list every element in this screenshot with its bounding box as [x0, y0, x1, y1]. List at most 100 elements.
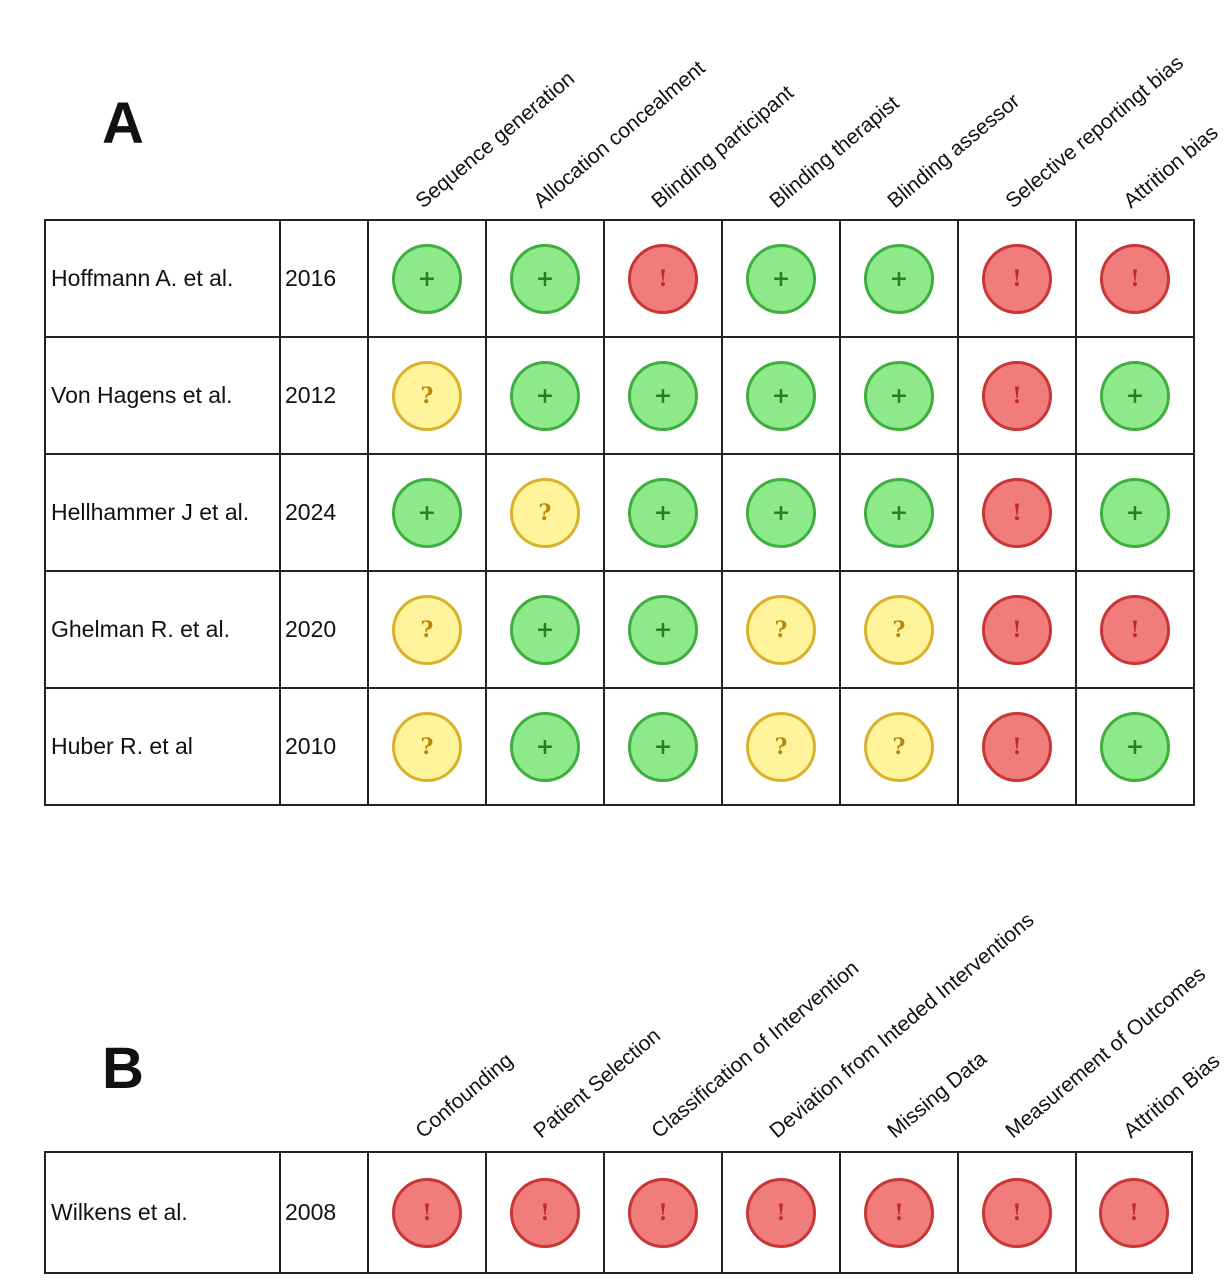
rating-cell: +	[1075, 453, 1195, 572]
column-header: Confounding	[411, 1048, 518, 1143]
study-name: Wilkens et al.	[44, 1151, 281, 1274]
rating-cell: ?	[839, 687, 959, 806]
rating-high-icon: !	[982, 594, 1052, 665]
study-name: Huber R. et al	[44, 687, 281, 806]
rating-high-icon: !	[864, 1177, 934, 1248]
rating-cell: +	[603, 453, 723, 572]
column-header: Measurement of Outcomes	[1001, 962, 1211, 1143]
study-year: 2010	[279, 687, 369, 806]
rating-low-icon: +	[510, 243, 580, 314]
rating-high-icon: !	[1100, 243, 1170, 314]
rating-unclear-icon: ?	[864, 711, 934, 782]
rating-low-icon: +	[1100, 360, 1170, 431]
rating-low-icon: +	[1100, 477, 1170, 548]
study-name: Von Hagens et al.	[44, 336, 281, 455]
panel-b-label: B	[102, 1036, 144, 1101]
rating-cell: !	[1075, 1151, 1193, 1274]
rating-cell: +	[485, 219, 605, 338]
rating-cell: +	[1075, 687, 1195, 806]
rating-cell: +	[603, 687, 723, 806]
rating-cell: +	[367, 453, 487, 572]
rating-cell: !	[721, 1151, 841, 1274]
rating-cell: !	[957, 336, 1077, 455]
column-header: Missing Data	[883, 1047, 992, 1143]
rating-high-icon: !	[982, 711, 1052, 782]
rating-cell: !	[603, 1151, 723, 1274]
rating-cell: !	[485, 1151, 605, 1274]
rating-cell: ?	[839, 570, 959, 689]
column-header: Attrition Bias	[1119, 1049, 1225, 1143]
study-row: Hoffmann A. et al. 2016 + +! + +!!	[44, 219, 1195, 338]
rating-cell: !	[957, 1151, 1077, 1274]
rating-cell: +	[485, 570, 605, 689]
rating-cell: +	[839, 453, 959, 572]
study-row: Von Hagens et al. 2012? + + + +! +	[44, 336, 1195, 455]
rating-low-icon: +	[628, 711, 698, 782]
rating-cell: !	[957, 453, 1077, 572]
rating-high-icon: !	[628, 243, 698, 314]
rating-low-icon: +	[864, 243, 934, 314]
study-row: Wilkens et al. 2008!!!!!!!	[44, 1151, 1193, 1274]
rating-cell: +	[721, 336, 841, 455]
study-name: Hoffmann A. et al.	[44, 219, 281, 338]
rating-cell: !	[957, 570, 1077, 689]
rating-cell: +	[721, 219, 841, 338]
rating-low-icon: +	[864, 477, 934, 548]
rating-cell: +	[603, 570, 723, 689]
rating-high-icon: !	[982, 360, 1052, 431]
column-header: Classification of Intervention	[647, 956, 864, 1143]
rating-high-icon: !	[1100, 594, 1170, 665]
study-row: Hellhammer J et al. 2024 +? + + +! +	[44, 453, 1195, 572]
study-year: 2008	[279, 1151, 369, 1274]
rating-low-icon: +	[510, 360, 580, 431]
rating-low-icon: +	[628, 360, 698, 431]
rating-cell: +	[1075, 336, 1195, 455]
rating-unclear-icon: ?	[864, 594, 934, 665]
panel-a-label: A	[102, 91, 144, 156]
rating-cell: +	[485, 336, 605, 455]
rating-high-icon: !	[1099, 1177, 1169, 1248]
rating-low-icon: +	[864, 360, 934, 431]
rating-high-icon: !	[746, 1177, 816, 1248]
column-header: Patient Selection	[529, 1023, 665, 1143]
rating-low-icon: +	[392, 243, 462, 314]
rating-low-icon: +	[628, 477, 698, 548]
rating-low-icon: +	[510, 594, 580, 665]
study-year: 2012	[279, 336, 369, 455]
rating-cell: !	[839, 1151, 959, 1274]
rating-low-icon: +	[628, 594, 698, 665]
rating-low-icon: +	[1100, 711, 1170, 782]
study-name: Hellhammer J et al.	[44, 453, 281, 572]
rating-cell: ?	[367, 687, 487, 806]
rating-cell: !	[957, 219, 1077, 338]
rating-unclear-icon: ?	[746, 594, 816, 665]
study-row: Ghelman R. et al. 2020? + +??!!	[44, 570, 1195, 689]
rating-cell: +	[367, 219, 487, 338]
study-year: 2020	[279, 570, 369, 689]
rating-high-icon: !	[982, 477, 1052, 548]
rating-cell: !	[603, 219, 723, 338]
column-header: Attrition bias	[1119, 120, 1223, 213]
rating-high-icon: !	[628, 1177, 698, 1248]
rating-unclear-icon: ?	[392, 360, 462, 431]
column-header: Deviation from Inteded Interventions	[765, 908, 1039, 1143]
rating-unclear-icon: ?	[746, 711, 816, 782]
rating-cell: !	[1075, 570, 1195, 689]
column-header: Blinding therapist	[765, 91, 904, 213]
rating-high-icon: !	[392, 1177, 462, 1248]
rating-high-icon: !	[510, 1177, 580, 1248]
rating-cell: ?	[721, 687, 841, 806]
rating-cell: ?	[367, 570, 487, 689]
rating-low-icon: +	[392, 477, 462, 548]
panel-b-risk-table: Wilkens et al. 2008!!!!!!!	[44, 1151, 1193, 1274]
rating-low-icon: +	[510, 711, 580, 782]
rating-unclear-icon: ?	[392, 711, 462, 782]
rating-cell: +	[485, 687, 605, 806]
rating-cell: !	[367, 1151, 487, 1274]
rating-high-icon: !	[982, 1177, 1052, 1248]
study-row: Huber R. et al 2010? + +??! +	[44, 687, 1195, 806]
rating-cell: ?	[721, 570, 841, 689]
rating-cell: +	[603, 336, 723, 455]
rating-cell: !	[957, 687, 1077, 806]
rating-cell: +	[839, 336, 959, 455]
